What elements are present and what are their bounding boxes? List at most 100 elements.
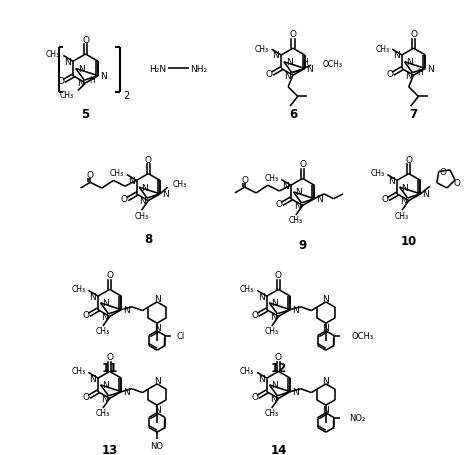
- Text: N: N: [406, 58, 413, 67]
- Text: CH₃: CH₃: [289, 216, 303, 225]
- Text: O: O: [106, 271, 113, 280]
- Text: N: N: [284, 71, 291, 81]
- Text: CH₃: CH₃: [395, 211, 409, 220]
- Text: N: N: [401, 183, 408, 192]
- Text: O: O: [275, 353, 282, 362]
- Text: N: N: [123, 387, 130, 396]
- Text: N: N: [100, 72, 107, 81]
- Text: N: N: [316, 195, 323, 204]
- Text: N: N: [271, 380, 278, 389]
- Text: CH₃: CH₃: [375, 45, 389, 54]
- Text: CH₃: CH₃: [110, 169, 124, 178]
- Text: 5: 5: [82, 108, 90, 121]
- Text: N: N: [322, 323, 329, 332]
- Text: N: N: [292, 305, 299, 314]
- Text: CH₃: CH₃: [46, 50, 60, 59]
- Text: N: N: [322, 376, 329, 385]
- Text: N: N: [154, 294, 160, 303]
- Text: O: O: [82, 310, 89, 319]
- Text: O: O: [82, 392, 89, 401]
- Text: 6: 6: [289, 108, 297, 121]
- Text: CH₃: CH₃: [240, 284, 254, 293]
- Text: 12: 12: [270, 361, 287, 374]
- Text: 13: 13: [101, 443, 118, 455]
- Text: O: O: [405, 155, 412, 164]
- Text: 2: 2: [123, 91, 129, 101]
- Text: N: N: [322, 404, 329, 414]
- Text: N: N: [294, 202, 301, 211]
- Text: 14: 14: [270, 443, 287, 455]
- Text: OCH₃: OCH₃: [323, 61, 343, 69]
- Text: N: N: [422, 190, 429, 199]
- Text: N: N: [427, 65, 434, 74]
- Text: H₂N: H₂N: [149, 65, 166, 74]
- Text: N: N: [393, 51, 400, 61]
- Text: N: N: [322, 294, 329, 303]
- Text: NH₂: NH₂: [190, 65, 207, 74]
- Text: N: N: [162, 190, 169, 199]
- Text: 8: 8: [144, 233, 152, 246]
- Text: NO: NO: [151, 441, 164, 450]
- Text: O: O: [275, 271, 282, 280]
- Text: N: N: [154, 404, 160, 414]
- Text: O: O: [251, 310, 258, 319]
- Text: H: H: [303, 58, 309, 67]
- Text: N: N: [295, 188, 302, 197]
- Text: N: N: [123, 305, 130, 314]
- Text: CH₃: CH₃: [71, 366, 85, 375]
- Text: N: N: [77, 79, 83, 88]
- Text: O: O: [251, 392, 258, 401]
- Text: H: H: [89, 76, 95, 85]
- Text: O: O: [410, 30, 417, 39]
- Text: CH₃: CH₃: [264, 327, 279, 336]
- Text: OCH₃: OCH₃: [352, 331, 374, 340]
- Text: N: N: [141, 183, 148, 192]
- Text: O: O: [57, 77, 64, 86]
- Text: O: O: [454, 179, 460, 188]
- Text: N: N: [78, 65, 84, 74]
- Text: N: N: [128, 177, 135, 186]
- Text: N: N: [102, 299, 109, 308]
- Text: N: N: [292, 387, 299, 396]
- Text: 7: 7: [410, 108, 418, 121]
- Text: CH₃: CH₃: [255, 45, 269, 54]
- Text: O: O: [265, 70, 273, 79]
- Text: N: N: [282, 181, 289, 190]
- Text: 9: 9: [299, 239, 307, 252]
- Text: N: N: [400, 197, 407, 206]
- Text: N: N: [89, 292, 96, 301]
- Text: O: O: [241, 176, 248, 184]
- Text: N: N: [102, 380, 109, 389]
- Text: O: O: [386, 70, 393, 79]
- Text: 10: 10: [401, 235, 417, 248]
- Text: N: N: [101, 394, 108, 403]
- Text: O: O: [275, 200, 282, 208]
- Text: CH₃: CH₃: [173, 179, 187, 188]
- Text: N: N: [286, 58, 292, 67]
- Text: N: N: [139, 197, 146, 206]
- Text: N: N: [154, 376, 160, 385]
- Text: O: O: [439, 168, 446, 177]
- Text: CH₃: CH₃: [264, 174, 278, 182]
- Text: N: N: [258, 374, 265, 383]
- Text: CH₃: CH₃: [60, 91, 74, 100]
- Text: O: O: [290, 30, 296, 39]
- Text: O: O: [299, 160, 306, 169]
- Text: N: N: [89, 374, 96, 383]
- Text: CH₃: CH₃: [71, 284, 85, 293]
- Text: N: N: [270, 394, 276, 403]
- Text: CH₃: CH₃: [370, 169, 384, 178]
- Text: CH₃: CH₃: [240, 366, 254, 375]
- Text: CH₃: CH₃: [96, 409, 110, 417]
- Text: N: N: [271, 299, 278, 308]
- Text: CH₃: CH₃: [264, 409, 279, 417]
- Text: N: N: [154, 323, 160, 332]
- Text: N: N: [270, 312, 276, 321]
- Text: Cl: Cl: [177, 331, 185, 340]
- Text: N: N: [101, 312, 108, 321]
- Text: O: O: [82, 36, 89, 45]
- Text: CH₃: CH₃: [96, 327, 110, 336]
- Text: O: O: [121, 195, 128, 204]
- Text: N: N: [258, 292, 265, 301]
- Text: CH₃: CH₃: [135, 211, 148, 220]
